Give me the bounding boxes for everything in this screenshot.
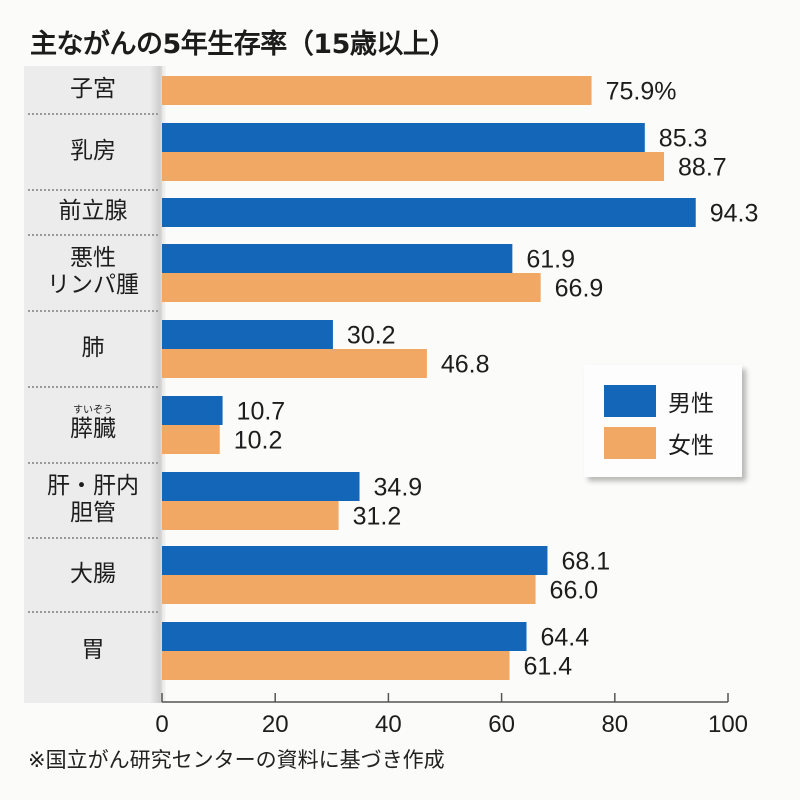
bar-female bbox=[162, 76, 592, 105]
bar-female bbox=[162, 651, 510, 680]
legend-label-female: 女性 bbox=[668, 433, 714, 459]
row-separator bbox=[28, 113, 158, 115]
legend-swatch-female bbox=[604, 427, 656, 459]
data-label: 34.9 bbox=[374, 474, 423, 502]
x-tick-label: 20 bbox=[262, 711, 289, 738]
category-label: 前立腺 bbox=[24, 198, 162, 225]
data-label: 61.9 bbox=[526, 246, 575, 274]
category-label-line: 子宮 bbox=[70, 76, 116, 102]
legend: 男性 女性 bbox=[584, 365, 742, 477]
bar-male bbox=[162, 198, 696, 227]
category-label-line: 肝・肝内 bbox=[47, 473, 139, 499]
legend-swatch-male bbox=[604, 385, 656, 417]
data-label: 31.2 bbox=[353, 503, 402, 531]
category-ruby: すいぞう bbox=[73, 405, 113, 416]
data-label: 46.8 bbox=[441, 351, 490, 379]
category-label-line: 乳房 bbox=[70, 138, 116, 164]
row-separator bbox=[28, 462, 158, 464]
data-label: 68.1 bbox=[561, 548, 610, 576]
row-separator bbox=[28, 537, 158, 539]
x-tick-label: 0 bbox=[155, 711, 168, 738]
x-tick-label: 60 bbox=[488, 711, 515, 738]
data-label: 66.0 bbox=[550, 577, 599, 605]
bar-male bbox=[162, 320, 333, 349]
bar-male bbox=[162, 622, 527, 651]
data-label: 88.7 bbox=[678, 154, 727, 182]
category-label: 乳房 bbox=[24, 138, 162, 165]
x-tick-label: 100 bbox=[708, 711, 748, 738]
bar-male bbox=[162, 396, 223, 425]
data-label: 66.9 bbox=[555, 275, 604, 303]
bar-female bbox=[162, 501, 339, 530]
row-separator bbox=[28, 189, 158, 191]
category-label-line: 大腸 bbox=[70, 561, 116, 587]
data-label: 10.2 bbox=[234, 427, 283, 455]
category-label: 肝・肝内 胆管 bbox=[24, 473, 162, 527]
data-label: 85.3 bbox=[659, 125, 708, 153]
category-label-line: リンパ腫 bbox=[47, 272, 139, 298]
bar-female bbox=[162, 425, 220, 454]
category-label: 悪性 リンパ腫 bbox=[24, 245, 162, 299]
category-label: すいぞう 膵臓 bbox=[24, 405, 162, 443]
data-label: 10.7 bbox=[237, 398, 286, 426]
bar-female bbox=[162, 575, 536, 604]
legend-item-female: 女性 bbox=[604, 427, 714, 459]
x-tick-label: 80 bbox=[601, 711, 628, 738]
category-label-line: 肺 bbox=[81, 335, 105, 361]
legend-label-male: 男性 bbox=[668, 391, 714, 417]
data-label: 75.9% bbox=[606, 78, 677, 106]
chart-title: 主ながんの5年生存率（15歳以上） bbox=[30, 29, 456, 60]
bar-male bbox=[162, 123, 645, 152]
source-note: ※国立がん研究センターの資料に基づき作成 bbox=[28, 748, 445, 772]
bar-female bbox=[162, 152, 665, 181]
bar-female bbox=[162, 273, 541, 302]
bar-male bbox=[162, 472, 360, 501]
category-label: 肺 bbox=[24, 335, 162, 362]
data-label: 61.4 bbox=[524, 653, 573, 681]
x-tick-label: 40 bbox=[375, 711, 402, 738]
category-label: 大腸 bbox=[24, 561, 162, 588]
data-label: 64.4 bbox=[541, 624, 590, 652]
row-separator bbox=[28, 611, 158, 613]
category-label-line: 前立腺 bbox=[58, 198, 128, 224]
bar-male bbox=[162, 546, 548, 575]
category-panel bbox=[24, 66, 162, 703]
row-separator bbox=[28, 386, 158, 388]
data-label: 94.3 bbox=[710, 200, 759, 228]
category-label: 子宮 bbox=[24, 76, 162, 103]
category-label: 胃 bbox=[24, 637, 162, 664]
category-label-line: 胃 bbox=[81, 637, 105, 663]
data-label: 30.2 bbox=[347, 322, 396, 350]
bar-male bbox=[162, 244, 513, 273]
legend-item-male: 男性 bbox=[604, 385, 714, 417]
category-label-line: 胆管 bbox=[70, 500, 116, 526]
category-label-line: 悪性 bbox=[70, 245, 116, 271]
row-separator bbox=[28, 234, 158, 236]
category-label-line: 膵臓 bbox=[70, 416, 116, 442]
row-separator bbox=[28, 310, 158, 312]
bar-female bbox=[162, 349, 427, 378]
